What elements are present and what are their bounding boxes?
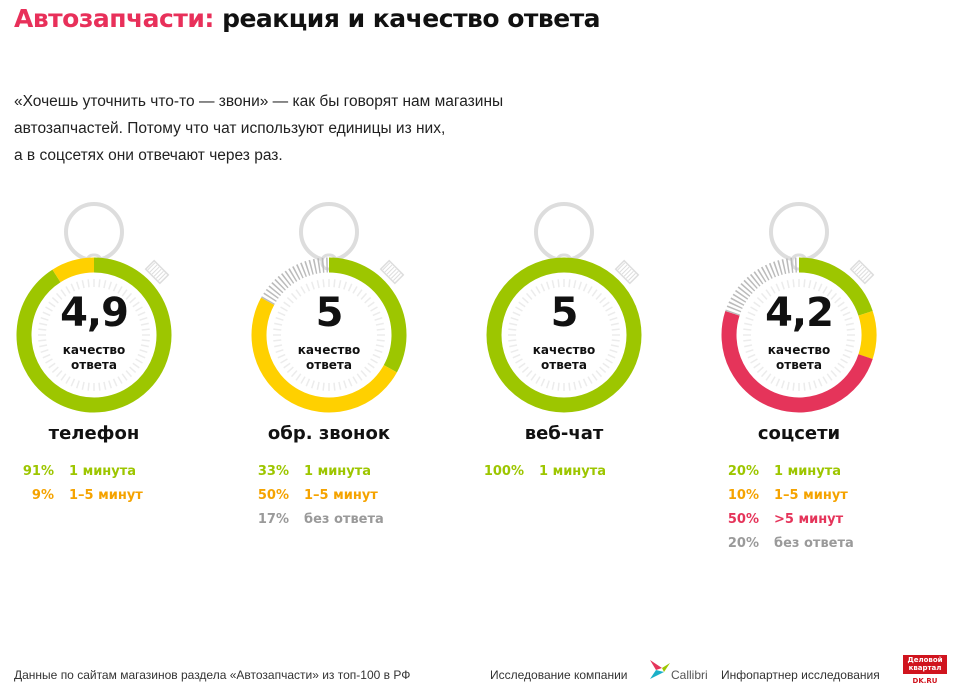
response-stats: 33% 1 минута 50% 1–5 минут 17% без ответа <box>229 460 429 532</box>
quality-label-line: качество <box>767 343 831 357</box>
donut-segment-green <box>798 257 873 316</box>
donut-svg <box>721 202 877 413</box>
footer-source: Данные по сайтам магазинов раздела «Авто… <box>14 668 411 682</box>
dk-logo: Деловой квартал <box>903 655 947 674</box>
stat-row: 50% >5 минут <box>699 508 899 532</box>
stat-label: 1 минута <box>774 464 842 479</box>
stat-percent: 91% <box>22 464 54 479</box>
stopwatch-button-icon <box>144 259 170 285</box>
stopwatch-button-icon <box>849 259 875 285</box>
donut-segment-red <box>721 311 873 413</box>
stopwatch-ring-icon <box>534 202 594 262</box>
dial-ticks <box>743 279 855 391</box>
quality-score: 5 <box>550 290 579 336</box>
quality-label-line: ответа <box>306 358 352 372</box>
donut-segment-green <box>328 257 407 373</box>
footer-partner: Инфопартнер исследования <box>721 668 880 682</box>
quality-label-line: ответа <box>71 358 117 372</box>
stat-row: 20% 1 минута <box>699 460 899 484</box>
quality-label: качество ответа <box>464 343 664 373</box>
stat-label: 1–5 минут <box>304 488 378 503</box>
channel-name: обр. звонок <box>267 423 391 444</box>
stopwatch-ring-icon <box>299 202 359 262</box>
quality-label-line: качество <box>297 343 361 357</box>
response-stats: 91% 1 минута 9% 1–5 минут <box>0 460 194 508</box>
donut-segment-green <box>16 257 172 413</box>
title-accent: Автозапчасти: <box>14 4 214 33</box>
quality-label: качество ответа <box>0 343 194 373</box>
stat-row: 50% 1–5 минут <box>229 484 429 508</box>
stat-row: 9% 1–5 минут <box>0 484 194 508</box>
lead-text: «Хочешь уточнить что-то — звони» — как б… <box>14 88 634 169</box>
stat-percent: 33% <box>257 464 289 479</box>
stat-percent: 20% <box>727 464 759 479</box>
stat-row: 91% 1 минута <box>0 460 194 484</box>
stat-row: 20% без ответа <box>699 532 899 556</box>
donut-segment-yellow <box>52 257 95 283</box>
quality-score: 4,9 <box>60 290 129 336</box>
stat-row: 17% без ответа <box>229 508 429 532</box>
title-rest: реакция и качество ответа <box>213 4 601 33</box>
donut-segment-green <box>486 257 642 413</box>
dk-site: DK.RU <box>912 677 938 685</box>
callibri-logo: Callibri <box>671 668 708 682</box>
stat-label: 1 минута <box>304 464 372 479</box>
response-stats: 20% 1 минута 10% 1–5 минут 50% >5 минут 20% без… <box>699 460 899 556</box>
quality-score: 4,2 <box>765 290 834 336</box>
lead-line: автозапчастей. Потому что чат используют… <box>14 120 446 137</box>
stat-label: >5 минут <box>774 512 844 527</box>
stat-label: 1–5 минут <box>69 488 143 503</box>
stopwatch-button-icon <box>614 259 640 285</box>
stat-percent: 17% <box>257 512 289 527</box>
donut-svg <box>16 202 172 413</box>
stat-percent: 50% <box>257 488 289 503</box>
dial-ticks <box>38 279 150 391</box>
donut-segment-gray <box>261 257 330 306</box>
page-title: Автозапчасти: реакция и качество ответа <box>14 4 601 33</box>
quality-label-line: качество <box>532 343 596 357</box>
dial-ticks <box>508 279 620 391</box>
dial-ticks <box>273 279 385 391</box>
quality-label-line: качество <box>62 343 126 357</box>
stat-percent: 10% <box>727 488 759 503</box>
stat-row: 100% 1 минута <box>464 460 664 484</box>
callibri-bird-icon <box>650 660 670 679</box>
quality-score: 5 <box>315 290 344 336</box>
stat-percent: 50% <box>727 512 759 527</box>
stat-row: 10% 1–5 минут <box>699 484 899 508</box>
stat-percent: 20% <box>727 536 759 551</box>
quality-label-line: ответа <box>541 358 587 372</box>
donut-segment-yellow <box>251 297 397 413</box>
stat-label: без ответа <box>304 512 384 527</box>
lead-line: а в соцсетях они отвечают через раз. <box>14 147 283 164</box>
stopwatch-button-icon <box>379 259 405 285</box>
stat-label: 1 минута <box>539 464 607 479</box>
stopwatch-ring-icon <box>769 202 829 262</box>
stat-label: без ответа <box>774 536 854 551</box>
lead-line: «Хочешь уточнить что-то — звони» — как б… <box>14 93 504 110</box>
quality-label: качество ответа <box>699 343 899 373</box>
quality-label: качество ответа <box>229 343 429 373</box>
donut-svg <box>486 202 642 413</box>
stat-percent: 100% <box>483 464 524 479</box>
donut-segment-yellow <box>858 311 877 359</box>
stat-label: 1–5 минут <box>774 488 848 503</box>
quality-label-line: ответа <box>776 358 822 372</box>
donut-svg <box>251 202 407 413</box>
channel-name: телефон <box>48 423 140 444</box>
stat-row: 33% 1 минута <box>229 460 429 484</box>
response-stats: 100% 1 минута <box>464 460 664 484</box>
stat-percent: 9% <box>31 488 54 503</box>
footer-research: Исследование компании <box>490 668 628 682</box>
stat-label: 1 минута <box>69 464 137 479</box>
stopwatch-ring-icon <box>64 202 124 262</box>
channel-name: веб-чат <box>524 423 604 444</box>
channel-name: соцсети <box>757 423 841 444</box>
